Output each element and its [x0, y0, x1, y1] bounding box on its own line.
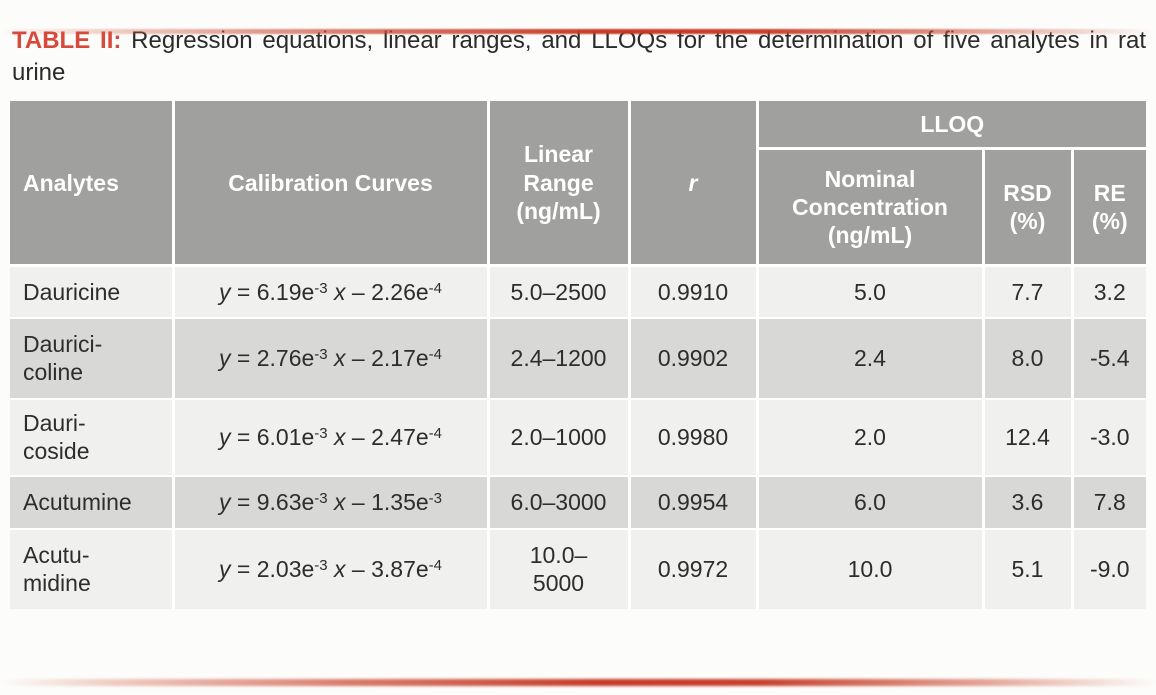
equation-superscript: -3	[314, 490, 328, 508]
equation-superscript: -3	[314, 557, 328, 575]
col-header-lloq: LLOQ	[755, 100, 1147, 151]
equation-cell: y = 9.63e-3 x – 1.35e-3	[171, 474, 488, 529]
r-cell: 0.9980	[627, 397, 757, 476]
equation-text: =	[230, 489, 257, 516]
equation-superscript: -3	[314, 346, 328, 364]
equation-text: 1.35e	[371, 489, 429, 516]
equation-superscript: -4	[428, 346, 442, 364]
col-header-re: RE (%)	[1070, 148, 1147, 268]
nominal-cell: 2.4	[755, 316, 983, 399]
bottom-accent-bar	[0, 679, 1156, 686]
col-header-rsd: RSD (%)	[981, 148, 1072, 268]
equation-superscript: -3	[428, 490, 442, 508]
re-cell: -5.4	[1070, 316, 1147, 399]
top-accent-bar	[0, 29, 1156, 34]
re-cell: -9.0	[1070, 527, 1147, 609]
table-row: Acutu- midine y = 2.03e-3 x – 3.87e-4 10.0…	[10, 527, 1147, 609]
nominal-cell: 10.0	[755, 527, 983, 609]
linear-range-cell: 2.4–1200	[486, 316, 629, 399]
equation-variable: y	[219, 556, 231, 583]
data-table: Analytes Calibration Curves Linear Range…	[10, 100, 1147, 609]
header-row-top: Analytes Calibration Curves Linear Range…	[10, 100, 1147, 268]
equation-text: –	[345, 345, 372, 372]
equation-text: 2.26e	[371, 279, 429, 306]
equation-superscript: -4	[428, 425, 442, 443]
table-caption-text: Regression equations, linear ranges, and…	[12, 27, 1146, 86]
nominal-cell: 5.0	[755, 265, 983, 318]
equation-cell: y = 6.19e-3 x – 2.26e-4	[171, 265, 488, 318]
col-header-nominal-concentration: Nominal Concentration (ng/mL)	[755, 148, 983, 268]
equation-variable: y	[219, 279, 231, 306]
equation-variable: y	[219, 489, 231, 516]
re-cell: 3.2	[1070, 265, 1147, 318]
col-header-linear-range: Linear Range (ng/mL)	[486, 100, 629, 268]
equation-cell: y = 2.76e-3 x – 2.17e-4	[171, 316, 488, 399]
equation-text: –	[345, 424, 372, 451]
col-header-calibration-curves: Calibration Curves	[171, 100, 488, 268]
r-cell: 0.9910	[627, 265, 757, 318]
equation-text: 9.63e	[256, 489, 315, 516]
equation-superscript: -4	[428, 280, 442, 298]
re-cell: 7.8	[1070, 474, 1147, 529]
table-row: Dauricine y = 6.19e-3 x – 2.26e-4 5.0–2500…	[10, 265, 1147, 318]
table-row: Daurici- coline y = 2.76e-3 x – 2.17e-4 2.…	[10, 316, 1147, 399]
equation-text: =	[230, 345, 257, 372]
equation-text: =	[230, 279, 257, 306]
rsd-cell: 7.7	[981, 265, 1072, 318]
nominal-cell: 2.0	[755, 397, 983, 476]
table-row: Acutumine y = 9.63e-3 x – 1.35e-3 6.0–3000…	[10, 474, 1147, 529]
equation-superscript: -3	[314, 280, 328, 298]
equation-variable: x	[334, 556, 346, 583]
equation-text: –	[345, 279, 372, 306]
analyte-cell: Dauri- coside	[10, 397, 173, 476]
analyte-cell: Daurici- coline	[10, 316, 173, 399]
analyte-cell: Dauricine	[10, 265, 173, 318]
rsd-cell: 5.1	[981, 527, 1072, 609]
linear-range-cell: 10.0– 5000	[486, 527, 629, 609]
linear-range-cell: 2.0–1000	[486, 397, 629, 476]
equation-variable: y	[219, 424, 231, 451]
linear-range-cell: 5.0–2500	[486, 265, 629, 318]
header-row-sub: Nominal Concentration (ng/mL) RSD (%) RE…	[10, 148, 1147, 268]
equation-variable: x	[334, 489, 346, 516]
r-cell: 0.9902	[627, 316, 757, 399]
re-cell: -3.0	[1070, 397, 1147, 476]
col-header-analytes: Analytes	[10, 100, 173, 268]
equation-variable: x	[334, 424, 346, 451]
equation-cell: y = 2.03e-3 x – 3.87e-4	[171, 527, 488, 609]
linear-range-cell: 6.0–3000	[486, 474, 629, 529]
col-header-r: r	[627, 100, 757, 268]
equation-text: –	[345, 489, 372, 516]
table-row: Dauri- coside y = 6.01e-3 x – 2.47e-4 2.0–…	[10, 397, 1147, 476]
r-cell: 0.9954	[627, 474, 757, 529]
equation-text: 2.76e	[256, 345, 315, 372]
equation-variable: y	[219, 345, 231, 372]
equation-variable: x	[334, 345, 346, 372]
equation-superscript: -4	[428, 557, 442, 575]
table-caption: TABLE II: Regression equations, linear r…	[12, 25, 1146, 89]
equation-variable: x	[334, 279, 346, 306]
table-header: Analytes Calibration Curves Linear Range…	[10, 100, 1147, 268]
rsd-cell: 3.6	[981, 474, 1072, 529]
r-cell: 0.9972	[627, 527, 757, 609]
rsd-cell: 8.0	[981, 316, 1072, 399]
equation-text: 2.47e	[371, 424, 429, 451]
equation-text: –	[345, 556, 372, 583]
table-body: Dauricine y = 6.19e-3 x – 2.26e-4 5.0–2500…	[10, 265, 1147, 609]
equation-text: 6.19e	[256, 279, 315, 306]
equation-text: 2.17e	[371, 345, 429, 372]
equation-text: 3.87e	[371, 556, 429, 583]
equation-superscript: -3	[314, 425, 328, 443]
rsd-cell: 12.4	[981, 397, 1072, 476]
equation-text: 6.01e	[256, 424, 315, 451]
equation-cell: y = 6.01e-3 x – 2.47e-4	[171, 397, 488, 476]
analyte-cell: Acutu- midine	[10, 527, 173, 609]
equation-text: =	[230, 556, 257, 583]
nominal-cell: 6.0	[755, 474, 983, 529]
page: TABLE II: Regression equations, linear r…	[0, 25, 1156, 695]
analyte-cell: Acutumine	[10, 474, 173, 529]
equation-text: =	[230, 424, 257, 451]
equation-text: 2.03e	[256, 556, 315, 583]
